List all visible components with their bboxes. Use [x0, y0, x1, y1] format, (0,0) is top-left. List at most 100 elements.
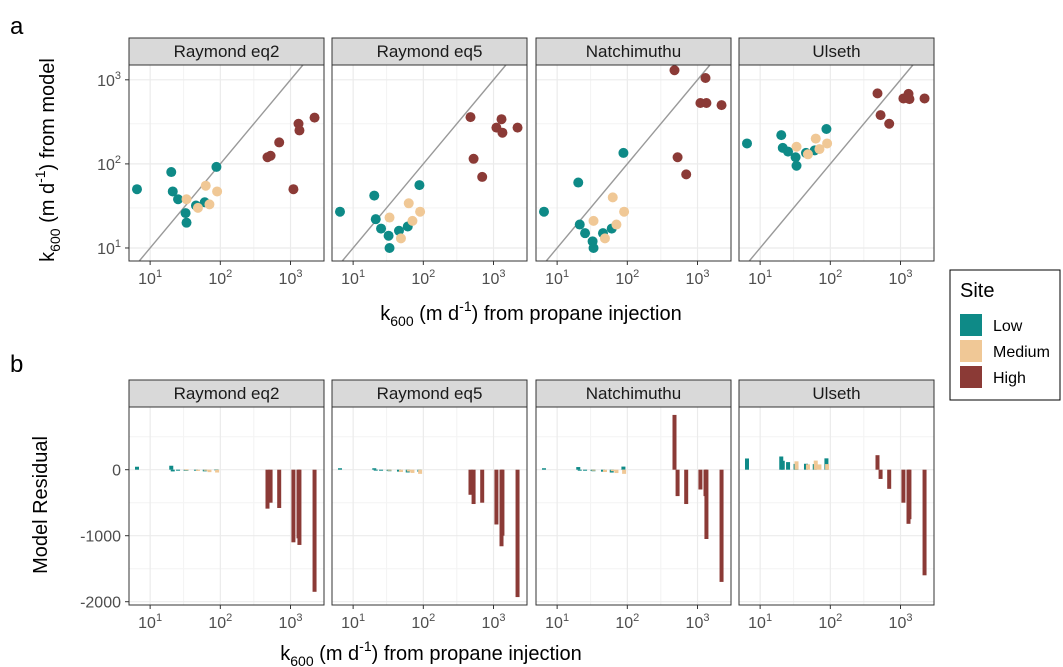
- bar-ulseth-medium: [817, 464, 822, 470]
- bar-ulseth-low: [786, 462, 791, 470]
- point-natchimuthu-high: [701, 97, 712, 108]
- point-raymond-eq5-low: [370, 214, 381, 225]
- point-raymond-eq5-low: [369, 190, 380, 201]
- bar-raymond-eq5-high: [500, 469, 505, 536]
- point-raymond-eq2-high: [309, 112, 320, 123]
- point-ulseth-medium: [814, 144, 825, 155]
- strip-b-raymond-eq5: [331, 379, 528, 408]
- bar-raymond-eq5-high: [468, 469, 473, 495]
- bar-natchimuthu-low: [541, 468, 546, 470]
- point-raymond-eq5-high: [477, 171, 488, 182]
- bar-raymond-eq5-low: [379, 469, 384, 471]
- bar-raymond-eq2-high: [297, 469, 302, 545]
- identity-line-raymond-eq2: [138, 64, 304, 262]
- bar-raymond-eq2-high: [312, 469, 317, 592]
- bar-raymond-eq5-low: [337, 468, 342, 470]
- panel-label-b: b: [10, 351, 23, 378]
- bar-natchimuthu-high: [672, 414, 677, 470]
- strip-label-a-ulseth: Ulseth: [812, 42, 860, 61]
- bar-ulseth-high: [878, 469, 883, 479]
- tick-label-x: 101: [748, 612, 772, 632]
- point-natchimuthu-low: [588, 242, 599, 253]
- bar-natchimuthu-high: [698, 469, 703, 490]
- point-raymond-eq5-low: [383, 230, 394, 241]
- tick-label-x: 103: [279, 612, 303, 632]
- point-raymond-eq5-low: [334, 206, 345, 217]
- tick-label-x: 101: [341, 268, 365, 288]
- point-raymond-eq5-medium: [407, 215, 418, 226]
- bar-ulseth-low: [824, 458, 829, 470]
- strip-a-raymond-eq5: [331, 37, 528, 66]
- bar-raymond-eq2-high: [268, 469, 273, 503]
- point-natchimuthu-low: [538, 206, 549, 217]
- legend-key-medium: [960, 340, 982, 362]
- bar-ulseth-low: [744, 458, 749, 470]
- tick-label-x: 102: [818, 268, 842, 288]
- x-axis-title-b: k600 (m d-1) from propane injection: [280, 638, 581, 667]
- tick-label-x: 102: [411, 268, 435, 288]
- bar-raymond-eq2-high: [291, 469, 296, 543]
- panel-border-b-natchimuthu: [535, 406, 732, 606]
- strip-a-raymond-eq2: [128, 37, 325, 66]
- point-raymond-eq2-high: [265, 150, 276, 161]
- bar-natchimuthu-medium: [610, 469, 615, 472]
- point-raymond-eq2-low: [166, 167, 177, 178]
- point-raymond-eq5-medium: [384, 212, 395, 223]
- strip-label-b-natchimuthu: Natchimuthu: [586, 384, 681, 403]
- point-ulseth-low: [741, 138, 752, 149]
- tick-label-x: 102: [411, 612, 435, 632]
- panel-a-scatter: Raymond eq2 101 102 103 Raymond eq5 101 102 103…: [32, 37, 935, 329]
- bar-natchimuthu-low: [583, 469, 588, 471]
- strip-b-natchimuthu: [535, 379, 732, 408]
- point-ulseth-medium: [810, 133, 821, 144]
- panel-border-a-natchimuthu: [535, 64, 732, 262]
- point-raymond-eq2-low: [167, 186, 178, 197]
- tick-label-x: 103: [686, 268, 710, 288]
- bar-ulseth-medium: [805, 464, 810, 470]
- point-natchimuthu-medium: [607, 192, 618, 203]
- panel-border-a-ulseth: [738, 64, 935, 262]
- legend-label-high: High: [993, 370, 1026, 387]
- point-natchimuthu-low: [573, 177, 584, 188]
- strip-label-b-raymond-eq5: Raymond eq5: [377, 384, 483, 403]
- point-raymond-eq5-low: [393, 225, 404, 236]
- strip-a-natchimuthu: [535, 37, 732, 66]
- tick-label-x: 101: [545, 612, 569, 632]
- point-raymond-eq5-medium: [395, 233, 406, 244]
- point-raymond-eq5-high: [468, 153, 479, 164]
- point-raymond-eq2-low: [131, 184, 142, 195]
- tick-label-x: 103: [889, 612, 913, 632]
- point-raymond-eq2-low: [173, 194, 184, 205]
- tick-label-x: 101: [341, 612, 365, 632]
- point-natchimuthu-medium: [611, 219, 622, 230]
- bar-raymond-eq2-medium: [207, 469, 212, 473]
- bar-ulseth-medium: [825, 464, 830, 470]
- bar-raymond-eq5-medium: [398, 469, 403, 473]
- bar-ulseth-high: [901, 469, 906, 503]
- legend-key-low: [960, 314, 982, 336]
- point-raymond-eq2-medium: [192, 202, 203, 213]
- x-axis-title-a: k600 (m d-1) from propane injection: [380, 298, 681, 329]
- bar-ulseth-medium: [794, 461, 799, 470]
- tick-label-x: 102: [818, 612, 842, 632]
- tick-label-x: 103: [482, 612, 506, 632]
- point-raymond-eq2-medium: [181, 194, 192, 205]
- bar-natchimuthu-high: [675, 469, 680, 497]
- point-ulseth-medium: [822, 138, 833, 149]
- bar-raymond-eq2-low: [170, 469, 175, 472]
- strip-label-a-raymond-eq2: Raymond eq2: [174, 42, 280, 61]
- tick-label-y: -1000: [80, 529, 121, 546]
- tick-label-y: 0: [112, 463, 121, 480]
- tick-label-x: 103: [686, 612, 710, 632]
- tick-label-x: 102: [208, 612, 232, 632]
- tick-label-x: 103: [889, 268, 913, 288]
- tick-label-x: 103: [482, 268, 506, 288]
- point-natchimuthu-high: [669, 65, 680, 76]
- bar-natchimuthu-low: [621, 466, 626, 470]
- bar-raymond-eq5-medium: [418, 469, 423, 474]
- tick-label-x: 101: [138, 612, 162, 632]
- bar-raymond-eq2-high: [265, 469, 270, 509]
- tick-label-x: 102: [615, 612, 639, 632]
- point-ulseth-low: [776, 130, 787, 141]
